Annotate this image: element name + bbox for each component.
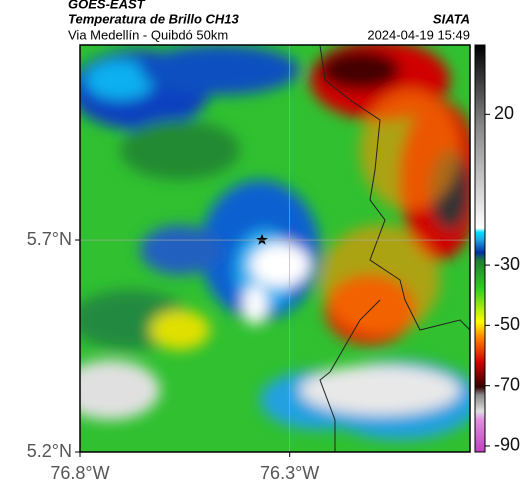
colorbar-tick-label: -30 bbox=[494, 254, 520, 274]
colorbar-tick-label: -70 bbox=[494, 374, 520, 394]
x-tick-label: 76.3°W bbox=[260, 463, 319, 483]
org: SIATA bbox=[433, 11, 470, 26]
y-tick-label: 5.7°N bbox=[27, 229, 72, 249]
region: Via Medellín - Quibdó 50km bbox=[68, 27, 228, 42]
map-frame bbox=[79, 44, 471, 453]
product: Temperatura de Brillo CH13 bbox=[68, 11, 240, 26]
timestamp: 2024-04-19 15:49 bbox=[367, 27, 470, 42]
colorbar bbox=[474, 44, 486, 453]
source: GOES-EAST bbox=[68, 0, 146, 11]
colorbar-tick-label: -90 bbox=[494, 435, 520, 455]
x-tick-label: 76.8°W bbox=[50, 463, 109, 483]
colorbar-tick-label: -50 bbox=[494, 314, 520, 334]
brightness-field bbox=[80, 45, 470, 452]
city-marker bbox=[256, 234, 268, 245]
y-tick-label: 5.2°N bbox=[27, 441, 72, 461]
colorbar-tick-label: 20 bbox=[494, 103, 514, 123]
